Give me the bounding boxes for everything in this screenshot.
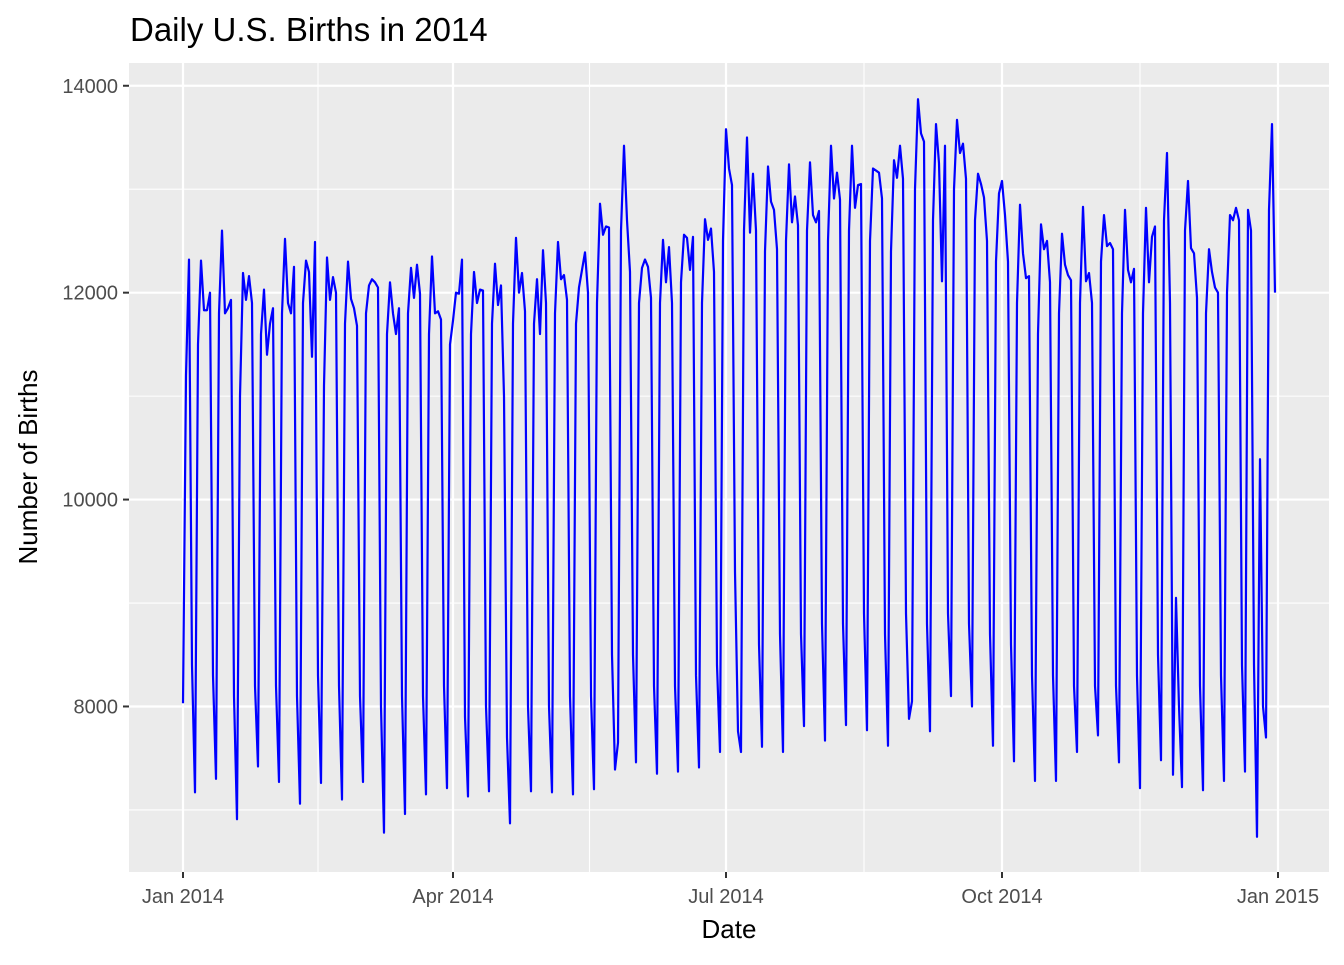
x-axis-label: Date bbox=[702, 914, 757, 944]
chart-title: Daily U.S. Births in 2014 bbox=[130, 11, 488, 48]
plot-panel bbox=[129, 63, 1329, 872]
y-tick-label: 12000 bbox=[62, 283, 118, 305]
x-axis: Jan 2014 Apr 2014 Jul 2014 Oct 2014 Jan 2015 bbox=[142, 872, 1319, 908]
y-tick-label: 14000 bbox=[62, 76, 118, 98]
x-tick-label: Oct 2014 bbox=[961, 886, 1042, 908]
births-series-line bbox=[181, 98, 1277, 838]
y-tick-label: 8000 bbox=[74, 696, 119, 718]
x-tick-label: Jan 2015 bbox=[1237, 886, 1319, 908]
y-axis: 8000 10000 12000 14000 bbox=[62, 76, 129, 718]
y-axis-label: Number of Births bbox=[13, 369, 43, 564]
x-tick-label: Apr 2014 bbox=[412, 886, 493, 908]
x-tick-label: Jan 2014 bbox=[142, 886, 224, 908]
x-tick-label: Jul 2014 bbox=[688, 886, 764, 908]
y-tick-label: 10000 bbox=[62, 490, 118, 512]
